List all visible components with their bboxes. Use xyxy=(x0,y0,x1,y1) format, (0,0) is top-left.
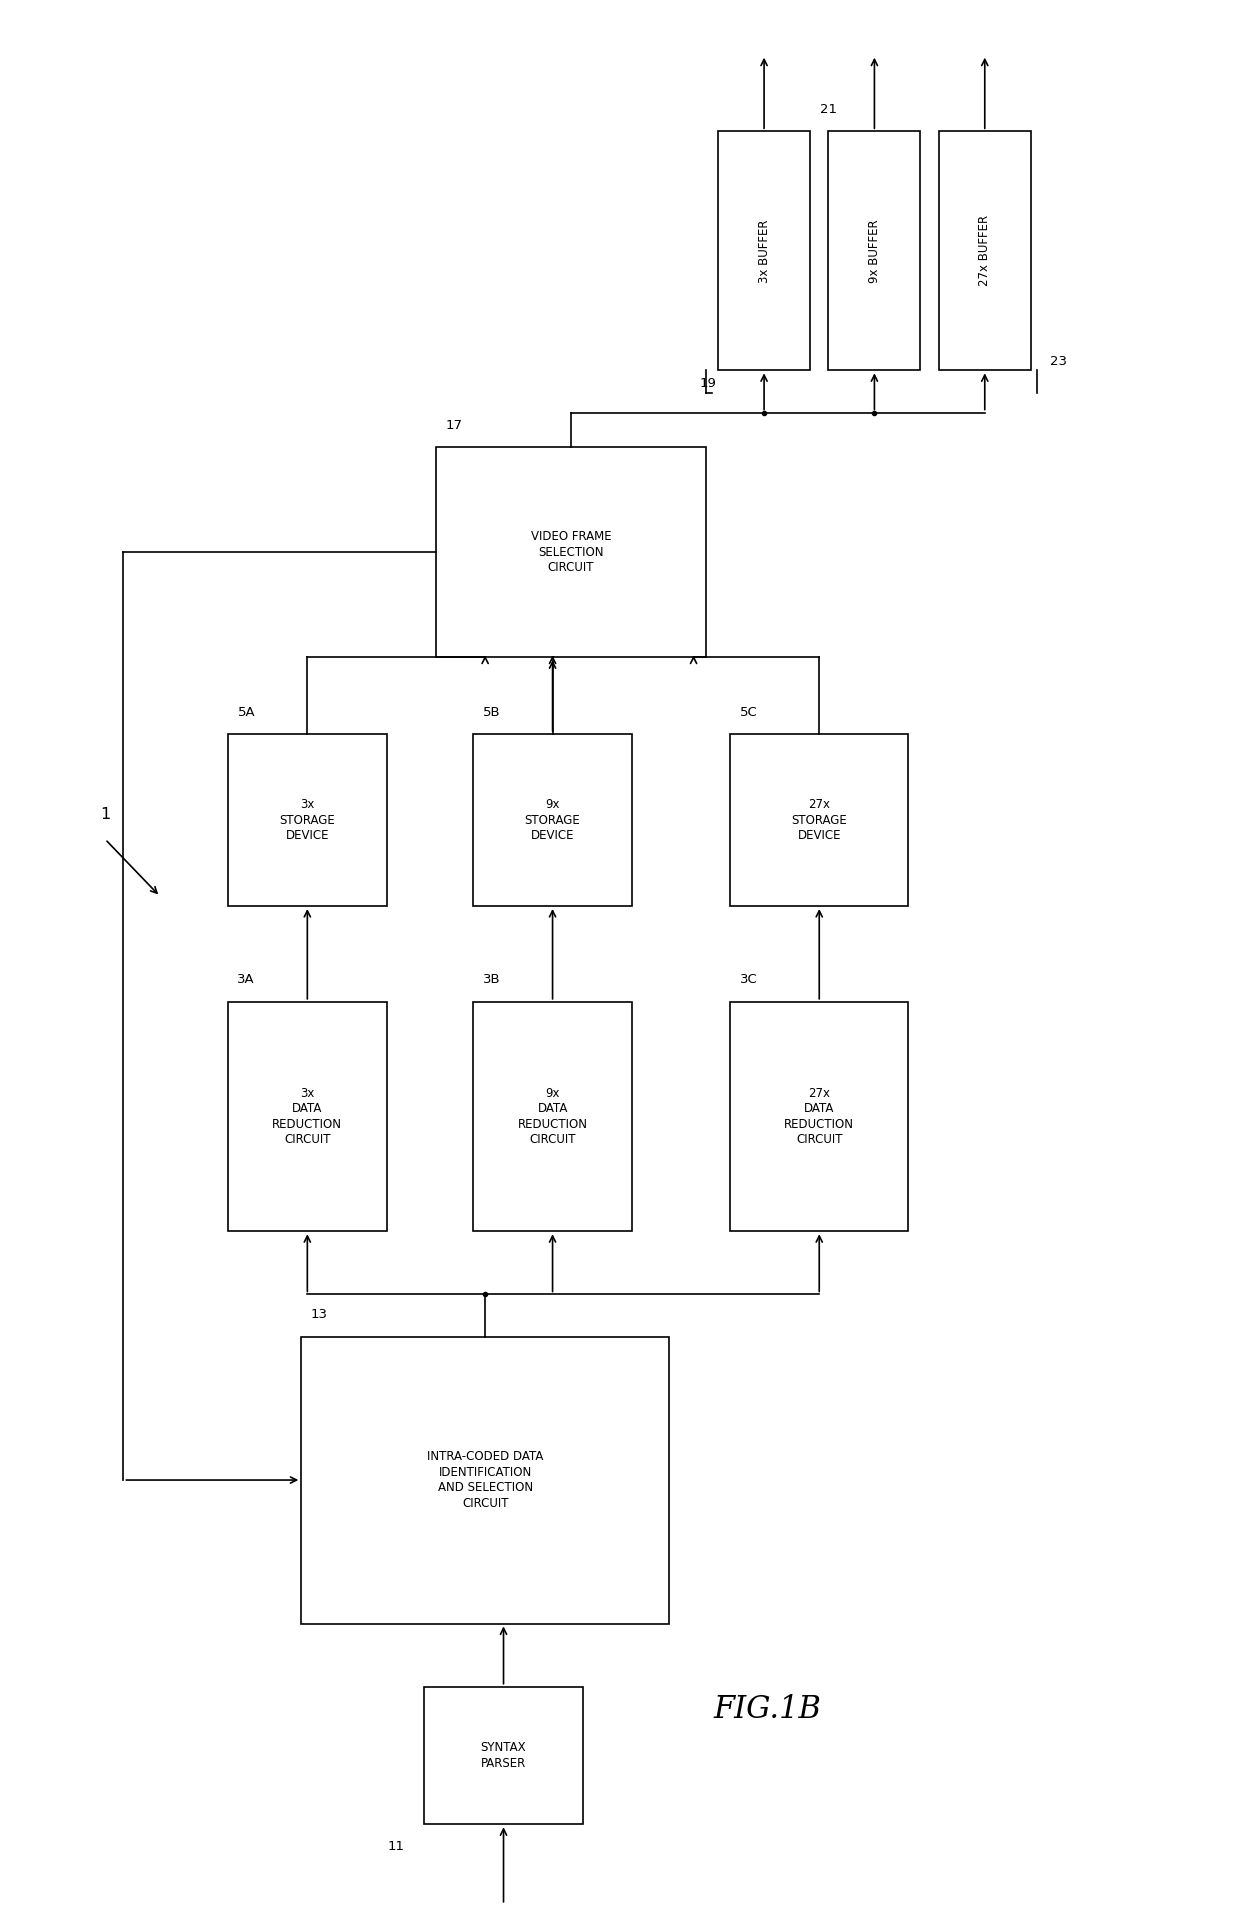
Text: 9x
STORAGE
DEVICE: 9x STORAGE DEVICE xyxy=(525,798,580,842)
Bar xyxy=(939,131,1030,370)
Text: 27x BUFFER: 27x BUFFER xyxy=(978,216,991,287)
Bar xyxy=(730,1002,908,1231)
Text: 9x
DATA
REDUCTION
CIRCUIT: 9x DATA REDUCTION CIRCUIT xyxy=(517,1087,588,1147)
Text: 21: 21 xyxy=(820,102,837,116)
Text: 19: 19 xyxy=(699,376,717,389)
Text: 3A: 3A xyxy=(237,973,255,987)
Text: VIDEO FRAME
SELECTION
CIRCUIT: VIDEO FRAME SELECTION CIRCUIT xyxy=(531,530,611,574)
Text: 5B: 5B xyxy=(482,705,500,719)
Bar xyxy=(228,1002,387,1231)
Text: INTRA-CODED DATA
IDENTIFICATION
AND SELECTION
CIRCUIT: INTRA-CODED DATA IDENTIFICATION AND SELE… xyxy=(427,1451,543,1509)
Bar xyxy=(828,131,920,370)
Bar xyxy=(472,1002,632,1231)
Text: 9x BUFFER: 9x BUFFER xyxy=(868,220,880,283)
Text: 3x BUFFER: 3x BUFFER xyxy=(758,220,770,283)
Text: 27x
DATA
REDUCTION
CIRCUIT: 27x DATA REDUCTION CIRCUIT xyxy=(784,1087,854,1147)
Text: 27x
STORAGE
DEVICE: 27x STORAGE DEVICE xyxy=(791,798,847,842)
Bar xyxy=(424,1686,583,1825)
Text: 13: 13 xyxy=(311,1308,329,1322)
Text: 5C: 5C xyxy=(740,705,758,719)
Text: SYNTAX
PARSER: SYNTAX PARSER xyxy=(481,1742,526,1769)
Text: 3B: 3B xyxy=(482,973,500,987)
Text: 23: 23 xyxy=(1050,355,1068,368)
Bar xyxy=(228,734,387,906)
Bar xyxy=(472,734,632,906)
Text: 17: 17 xyxy=(446,418,463,432)
Bar xyxy=(301,1337,670,1624)
Text: 5A: 5A xyxy=(237,705,255,719)
Text: FIG.1B: FIG.1B xyxy=(713,1694,821,1725)
Text: 3x
STORAGE
DEVICE: 3x STORAGE DEVICE xyxy=(279,798,335,842)
Text: 1: 1 xyxy=(100,807,110,821)
Text: 3x
DATA
REDUCTION
CIRCUIT: 3x DATA REDUCTION CIRCUIT xyxy=(273,1087,342,1147)
Bar xyxy=(718,131,810,370)
Text: 11: 11 xyxy=(387,1840,404,1852)
Bar xyxy=(730,734,908,906)
Text: 3C: 3C xyxy=(740,973,758,987)
Bar xyxy=(436,447,706,657)
